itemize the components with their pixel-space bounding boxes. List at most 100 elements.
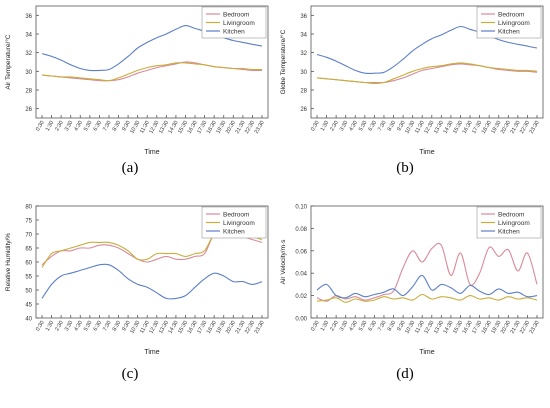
x-axis-label: Time: [419, 349, 434, 356]
plot-frame: [310, 5, 544, 119]
chart-panel-a: 26 28 30 32 34 36 0:30 1:30 2:30 3:30 4:30 5:30 6:30…: [0, 0, 275, 160]
x-tick-label: 11:30: [414, 120, 426, 135]
chart-panel-b: 26 28 30 32 34 36 0:30 1:30 2:30 3:30 4:30 5:30 6:30…: [275, 0, 550, 160]
series-line-livingroom: [316, 62, 538, 85]
x-tick-label: 11:30: [414, 320, 426, 335]
plot-frame: [35, 5, 269, 119]
y-tick-label: 26: [300, 107, 307, 113]
series-line-kitchen: [316, 274, 538, 299]
x-tick-label: 4:30: [348, 320, 359, 332]
x-tick-label: 4:30: [348, 120, 359, 132]
x-tick-label: 2:30: [329, 320, 340, 332]
x-axis-label: Time: [144, 149, 159, 156]
legend-label-kitchen: Kitchen: [498, 228, 520, 235]
x-tick-label: 6:30: [93, 320, 104, 332]
y-tick-label: 55: [25, 275, 32, 281]
y-tick-label: 28: [300, 89, 307, 95]
x-tick-label: 1:30: [45, 120, 56, 132]
y-tick-label: 65: [25, 247, 32, 253]
x-tick-label: 7:30: [377, 320, 388, 332]
y-tick-label: 0.08: [295, 227, 307, 233]
x-tick-label: 11:30: [139, 120, 151, 135]
x-tick-label: 5:30: [358, 120, 369, 132]
x-tick-label: 2:30: [54, 320, 65, 332]
x-tick-label: 4:30: [73, 320, 84, 332]
x-tick-label: 0:30: [35, 320, 46, 332]
x-tick-label: 23:30: [254, 320, 266, 335]
y-tick-label: 0.04: [295, 272, 307, 278]
y-tick-label: 36: [25, 14, 32, 20]
x-tick-label: 3:30: [64, 320, 75, 332]
y-tick-label: 0.06: [295, 249, 307, 255]
chart-d: 0.00 0.02 0.04 0.06 0.08 0.10 0:30 1:30 2:30 3:30…: [280, 205, 544, 356]
y-tick-label: 70: [25, 233, 32, 239]
x-tick-label: 23:30: [529, 120, 541, 135]
chart-b: 26 28 30 32 34 36 0:30 1:30 2:30 3:30 4:30 5:30 6:30…: [279, 5, 544, 156]
x-axis-label: Time: [419, 149, 434, 156]
x-tick-label: 11:30: [139, 320, 151, 335]
caption-c: (c): [121, 366, 139, 382]
x-tick-label: 23:30: [529, 320, 541, 335]
x-tick-label: 6:30: [93, 120, 104, 132]
y-tick-label: 26: [25, 107, 32, 113]
x-tick-label: 7:30: [102, 120, 113, 132]
y-tick-label: 28: [25, 89, 32, 95]
series-line-livingroom: [316, 293, 538, 303]
series-line-bedroom: [41, 61, 263, 82]
x-tick-label: 7:30: [377, 120, 388, 132]
series-line-bedroom: [316, 63, 538, 84]
y-axis-label: Globe Temperature/°C: [279, 29, 287, 94]
series-line-livingroom: [41, 62, 263, 82]
x-tick-label: 6:30: [368, 120, 379, 132]
y-tick-label: 34: [25, 33, 32, 39]
legend-label-bedroom: Bedroom: [498, 11, 524, 18]
y-axis-label: Relative Humidity/%: [5, 233, 12, 291]
x-tick-label: 2:30: [54, 120, 65, 132]
chart-c: 40 45 50 55 60 65 70 75 80 0:30 1:30 2:30 3:30 4:30 5:…: [5, 205, 269, 356]
y-tick-label: 60: [25, 261, 32, 267]
legend-label-livingroom: Livingroom: [498, 220, 530, 227]
x-tick-label: 7:30: [102, 320, 113, 332]
x-tick-label: 23:30: [254, 120, 266, 135]
y-tick-label: 32: [25, 51, 32, 57]
y-tick-label: 34: [300, 33, 307, 39]
y-axis-label: Air Velocity/m·s: [280, 239, 287, 285]
legend-label-bedroom: Bedroom: [223, 11, 249, 18]
x-tick-label: 6:30: [368, 320, 379, 332]
legend-label-livingroom: Livingroom: [223, 220, 255, 227]
y-tick-label: 32: [300, 51, 307, 57]
legend-label-bedroom: Bedroom: [498, 211, 524, 218]
x-tick-label: 5:30: [358, 320, 369, 332]
legend-label-livingroom: Livingroom: [498, 20, 530, 27]
x-tick-label: 2:30: [329, 120, 340, 132]
y-tick-label: 75: [25, 219, 32, 225]
x-tick-label: 3:30: [339, 120, 350, 132]
series-line-kitchen: [41, 263, 263, 300]
x-tick-label: 9:30: [396, 320, 407, 332]
x-tick-label: 0:30: [310, 120, 321, 132]
caption-b: (b): [396, 160, 414, 176]
y-tick-label: 45: [25, 303, 32, 309]
y-tick-label: 0.00: [295, 317, 307, 323]
y-tick-label: 30: [25, 70, 32, 76]
x-tick-label: 8:30: [112, 120, 123, 132]
chart-panel-d: 0.00 0.02 0.04 0.06 0.08 0.10 0:30 1:30 2:30 3:30…: [275, 200, 550, 360]
x-tick-label: 9:30: [121, 320, 132, 332]
x-tick-label: 8:30: [387, 320, 398, 332]
x-tick-label: 8:30: [387, 120, 398, 132]
x-tick-label: 1:30: [320, 320, 331, 332]
y-tick-label: 30: [300, 70, 307, 76]
chart-panel-c: 40 45 50 55 60 65 70 75 80 0:30 1:30 2:30 3:30 4:30 5:…: [0, 200, 275, 360]
caption-d: (d): [396, 366, 414, 382]
x-tick-label: 8:30: [112, 320, 123, 332]
y-tick-label: 0.10: [295, 205, 307, 211]
y-tick-label: 36: [300, 14, 307, 20]
y-tick-label: 0.02: [295, 294, 307, 300]
series-line-kitchen: [316, 25, 538, 75]
x-tick-label: 1:30: [45, 320, 56, 332]
x-tick-label: 5:30: [83, 320, 94, 332]
y-tick-label: 40: [25, 317, 32, 323]
x-axis-label: Time: [144, 349, 159, 356]
series-line-bedroom: [316, 242, 538, 302]
x-tick-label: 3:30: [339, 320, 350, 332]
